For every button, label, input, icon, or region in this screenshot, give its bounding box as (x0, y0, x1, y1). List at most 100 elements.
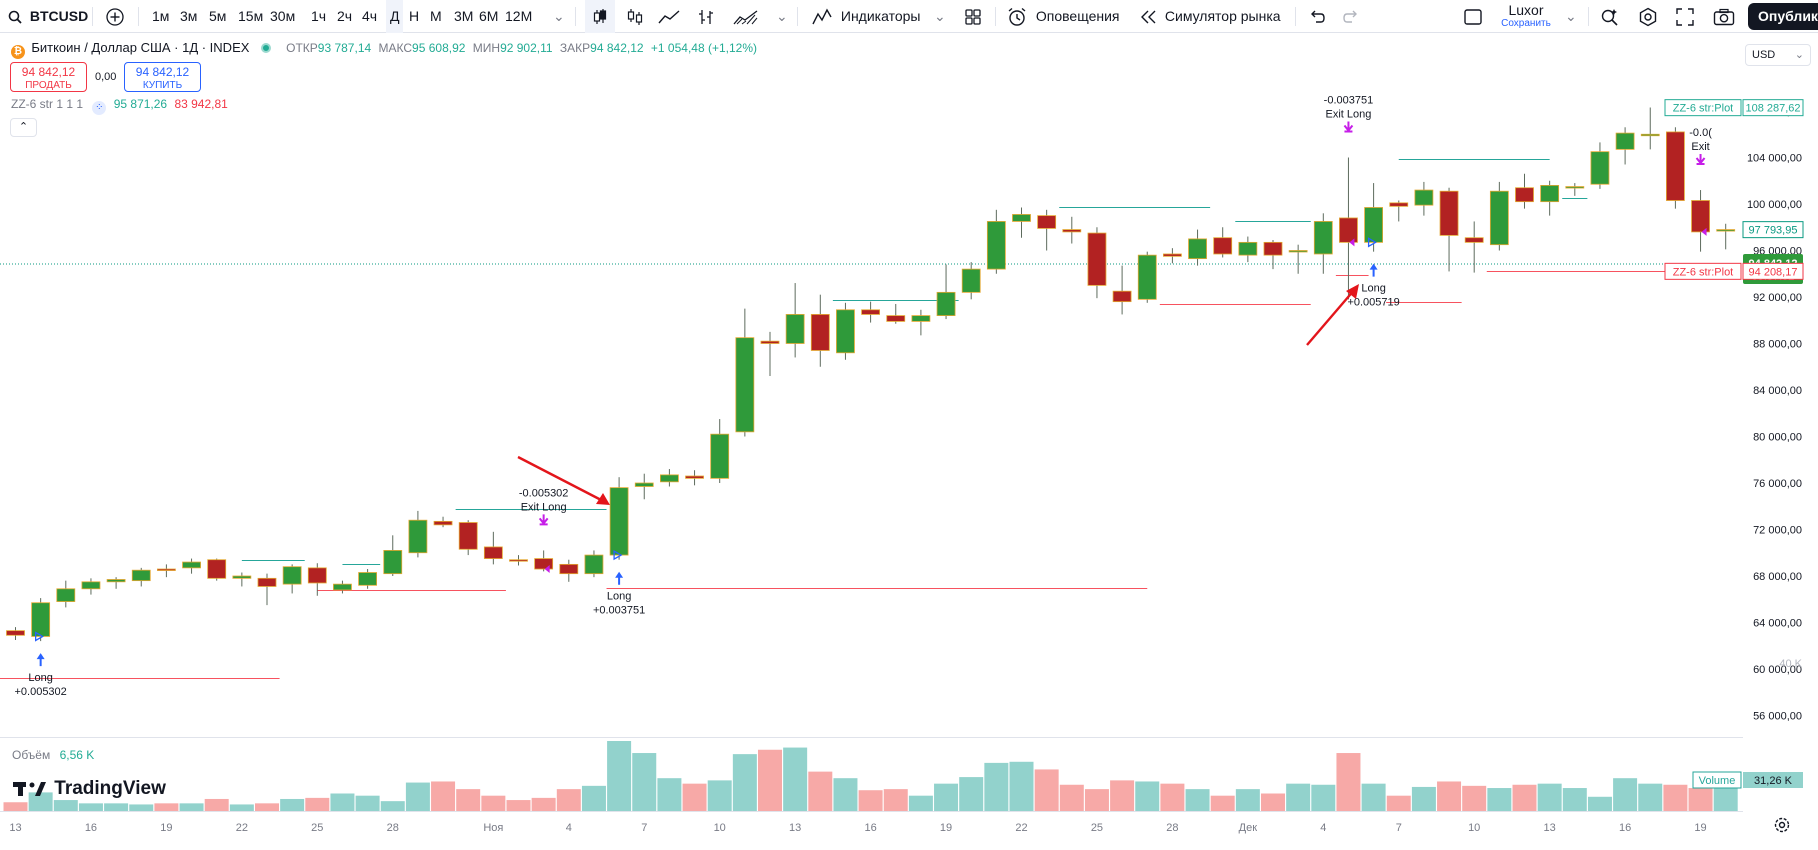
volume-bar (355, 795, 380, 811)
volume-bar (280, 798, 305, 811)
price-tick-label: 104 000,00 (1747, 153, 1802, 165)
volume-bar (506, 800, 531, 811)
interval-6[interactable]: 2ч (337, 8, 353, 24)
layout-name-button[interactable]: Luxor Сохранить (1496, 3, 1556, 30)
interval-0[interactable]: 1м (152, 8, 170, 24)
interval-10[interactable]: М (430, 8, 442, 24)
interval-1[interactable]: 3м (180, 8, 198, 24)
entry-marker-icon (35, 631, 44, 642)
indicators-button[interactable]: Индикаторы (812, 0, 920, 33)
indicators-label: Индикаторы (840, 8, 921, 24)
volume-bar (104, 803, 129, 811)
settings-button[interactable] (1638, 0, 1658, 33)
volume-bar (1462, 785, 1487, 811)
search-icon (8, 10, 22, 24)
zigzag-plot-name: ZZ-6 str:Plot (1673, 103, 1734, 115)
interval-4[interactable]: 30м (270, 8, 296, 24)
layout-square-button[interactable] (1463, 0, 1483, 33)
volume-bar (1688, 788, 1713, 811)
collapse-legend-button[interactable]: ⌃ (10, 118, 37, 137)
time-tick-label: 10 (1468, 822, 1480, 834)
chart-canvas[interactable]: Long +0.005302 -0.005302 Exit Long Long +0.00… (0, 34, 1818, 845)
candle-body (106, 579, 126, 583)
volume-bar (1235, 789, 1260, 811)
chart-area[interactable]: Long +0.005302 -0.005302 Exit Long Long +0.00… (0, 34, 1818, 845)
zigzag-plot-tag (1664, 262, 1742, 280)
volume-bar (607, 741, 632, 811)
publish-button[interactable]: Опублико (1748, 3, 1818, 30)
candle-body (1163, 253, 1182, 257)
volume-label: Объём (12, 748, 51, 762)
volume-bar (758, 749, 782, 811)
last-close-tag (1742, 221, 1804, 239)
candle-body (986, 221, 1006, 270)
interval-3[interactable]: 15м (238, 8, 264, 24)
indicator-value-high: 95 871,26 (113, 97, 168, 111)
layout-dropdown[interactable]: ⌄ (1565, 8, 1577, 24)
symbol-search-button[interactable]: BTCUSD (8, 0, 88, 33)
candle-body (534, 558, 554, 570)
quick-search-button[interactable] (1600, 0, 1620, 33)
interval-7[interactable]: 4ч (362, 8, 378, 24)
fullscreen-button[interactable] (1676, 0, 1694, 33)
undo-button[interactable] (1307, 0, 1325, 33)
legend-title[interactable]: Биткоин / Доллар США · 1Д · INDEX (31, 40, 250, 55)
legend-indicator[interactable]: ZZ-6 str 1 1 1 ⁘ 95 871,26 83 942,81 (11, 97, 228, 115)
tradingview-logo-icon (13, 781, 46, 796)
volume-bar (405, 782, 430, 811)
candles-chart-type-button[interactable] (585, 0, 615, 33)
gear-icon (1639, 7, 1657, 27)
interval-9[interactable]: Н (409, 8, 420, 24)
camera-icon (1713, 9, 1735, 26)
interval-8[interactable]: Д (386, 0, 404, 33)
volume-bar (1386, 795, 1411, 811)
interval-5[interactable]: 1ч (311, 8, 327, 24)
long-signal-label: Long (607, 591, 631, 603)
line-chart-button[interactable] (658, 0, 680, 33)
replay-button[interactable]: Симулятор рынка (1140, 0, 1281, 33)
hollow-candles-button[interactable] (626, 0, 644, 33)
interval-11[interactable]: 3М (454, 8, 474, 24)
sell-button[interactable]: 94 842,12 ПРОДАТЬ (10, 62, 87, 92)
chart-settings-button[interactable] (1772, 815, 1792, 835)
interval-dropdown[interactable]: ⌄ (553, 8, 565, 24)
bars-chart-button[interactable] (697, 0, 715, 33)
replay-label: Симулятор рынка (1164, 8, 1281, 24)
candle-body (685, 475, 704, 479)
undo-icon (1311, 10, 1325, 23)
alerts-button[interactable]: Оповещения (1007, 0, 1120, 33)
volume-bar (808, 771, 833, 811)
candle-body (936, 291, 956, 317)
price-tick-label: 84 000,00 (1753, 385, 1802, 397)
indicators-icon (812, 8, 832, 25)
exit-signal-label: Exit Long (1326, 109, 1372, 121)
line-chart-icon (658, 10, 680, 24)
annotation-arrow (517, 455, 606, 504)
area-chart-button[interactable] (733, 0, 759, 33)
compare-add-button[interactable] (105, 0, 125, 33)
price-tick-label: 72 000,00 (1753, 525, 1802, 537)
candle-body (660, 474, 679, 483)
long-signal-label: Long (1361, 283, 1385, 295)
time-tick-label: 7 (1396, 822, 1402, 834)
layout-grid-button[interactable] (964, 0, 982, 33)
interval-13[interactable]: 12М (505, 8, 533, 24)
tradingview-logo[interactable]: TradingView (13, 778, 166, 800)
volume-legend[interactable]: Объём 6,56 K (12, 748, 94, 762)
snapshot-button[interactable] (1713, 0, 1735, 33)
volume-bar (959, 777, 984, 811)
indicators-dropdown[interactable]: ⌄ (934, 8, 946, 24)
hollow-candles-icon (627, 9, 643, 26)
candle-body (1037, 215, 1057, 229)
volume-bar (28, 792, 53, 811)
time-tick-label: 4 (566, 822, 572, 834)
exit-signal-value: -0.0( (1689, 127, 1712, 139)
interval-12[interactable]: 6М (479, 8, 499, 24)
candle-body (1288, 250, 1308, 253)
buy-button[interactable]: 94 842,12 КУПИТЬ (124, 62, 201, 92)
candle-body (509, 559, 528, 562)
redo-button[interactable] (1343, 0, 1361, 33)
chart-type-dropdown[interactable]: ⌄ (776, 8, 788, 24)
interval-2[interactable]: 5м (209, 8, 227, 24)
currency-selector[interactable]: USD ⌄ (1745, 44, 1811, 66)
